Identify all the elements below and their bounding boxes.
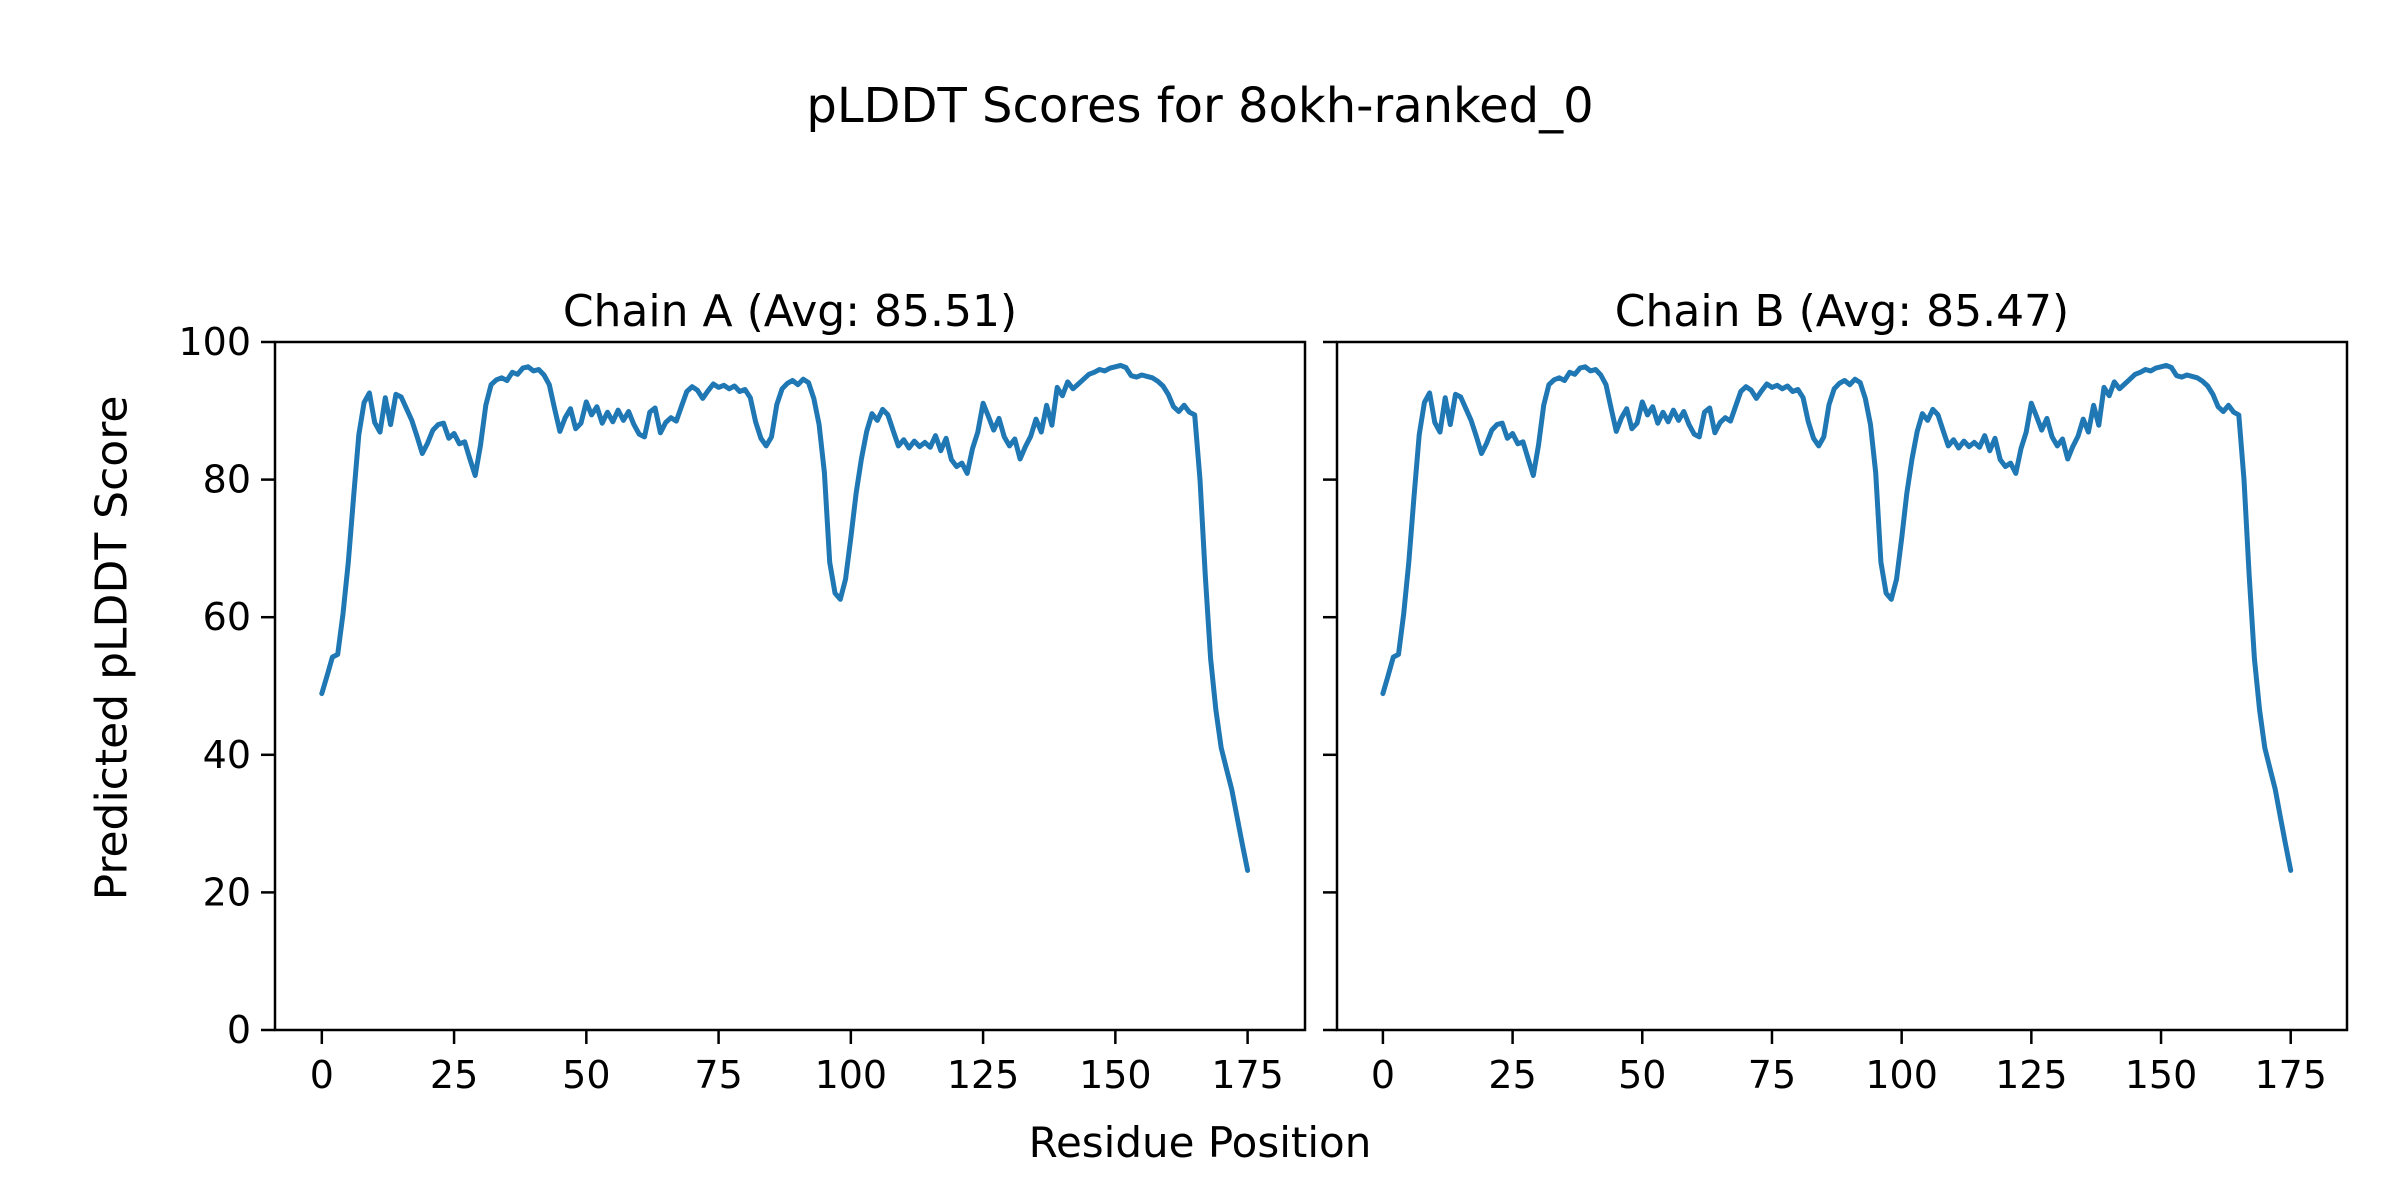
panel-a-plot: 0 25 50 75 100 125 150 175 0 20 40 60 80 100 — [178, 320, 1307, 1097]
y-tick-label: 100 — [178, 320, 251, 364]
y-tick-label: 40 — [203, 733, 251, 777]
plddt-line — [1380, 362, 2294, 873]
y-tick-label: 0 — [227, 1008, 251, 1052]
figure-title: pLDDT Scores for 8okh-ranked_0 — [806, 78, 1594, 134]
x-tick-label: 25 — [430, 1053, 478, 1097]
x-tick-label: 50 — [562, 1053, 610, 1097]
y-tick-label: 60 — [203, 595, 251, 639]
x-axis-label: Residue Position — [1028, 1118, 1372, 1167]
x-tick-label: 75 — [1748, 1053, 1796, 1097]
x-tick-label: 0 — [310, 1053, 334, 1097]
x-tick-label: 150 — [2125, 1053, 2198, 1097]
x-tick-label: 50 — [1618, 1053, 1666, 1097]
x-tick-label: 100 — [1865, 1053, 1938, 1097]
x-tick-label: 175 — [1211, 1053, 1284, 1097]
x-tick-label: 0 — [1371, 1053, 1395, 1097]
x-tick-label: 25 — [1488, 1053, 1536, 1097]
y-tick-label: 80 — [203, 458, 251, 502]
x-tick-label: 125 — [947, 1053, 1020, 1097]
y-tick-label: 20 — [203, 870, 251, 914]
x-tick-label: 150 — [1079, 1053, 1152, 1097]
x-tick-label: 75 — [694, 1053, 742, 1097]
plot-frame — [1335, 340, 2349, 1032]
panel-b-plot: 0 25 50 75 100 125 150 175 — [1323, 340, 2349, 1097]
x-tick-label: 100 — [815, 1053, 888, 1097]
subplot-b-title: Chain B (Avg: 85.47) — [1614, 286, 2070, 337]
plot-frame — [273, 340, 1307, 1032]
subplot-a-title: Chain A (Avg: 85.51) — [562, 286, 1018, 337]
plddt-line — [319, 362, 1251, 873]
x-tick-label: 125 — [1995, 1053, 2068, 1097]
x-tick-label: 175 — [2254, 1053, 2327, 1097]
